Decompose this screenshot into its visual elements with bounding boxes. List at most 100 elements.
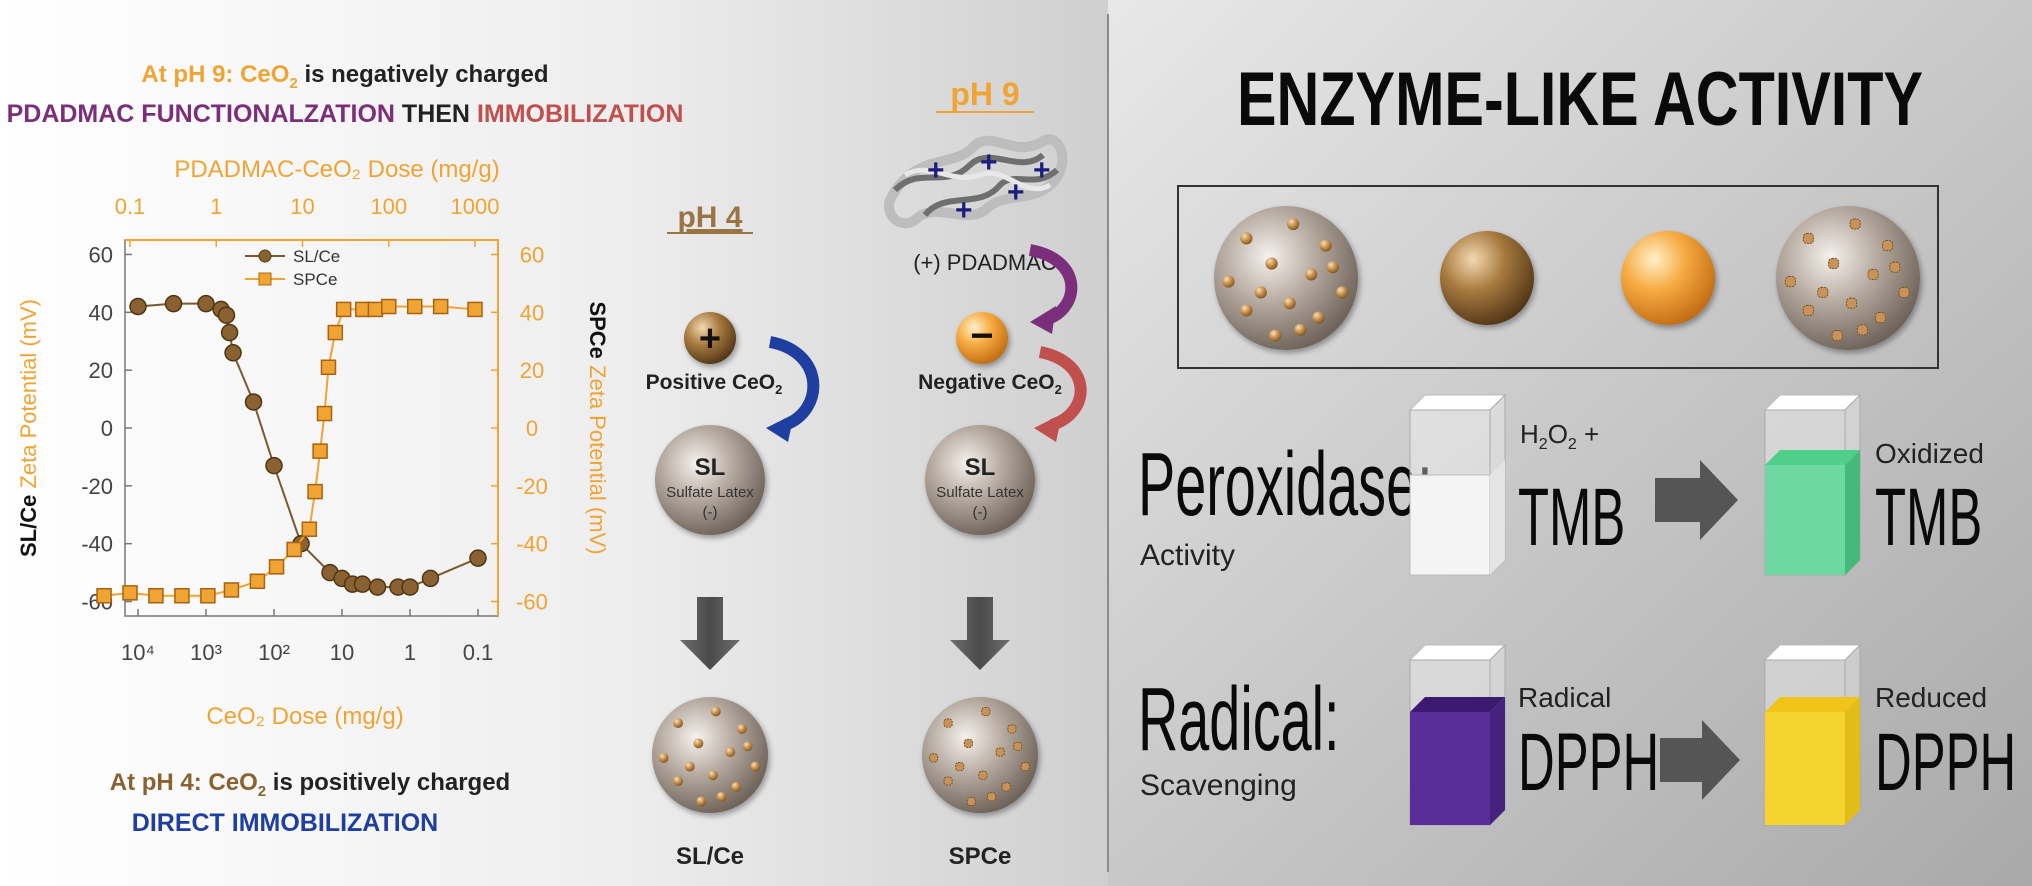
ceo2-nanoparticle	[1326, 261, 1339, 274]
minus-sign: −	[970, 314, 993, 358]
cuvette-liquid-side	[1490, 460, 1505, 575]
polymer-plus-5: +	[1007, 176, 1025, 209]
left-axis-label: SL/Ce Zeta Potential (mV)	[16, 299, 41, 557]
spce-point	[381, 298, 397, 315]
top-caption: At pH 9: CeO2 is negatively charged	[141, 61, 548, 92]
peroxidase-arrow	[1655, 460, 1738, 540]
left-tick-label: -20	[81, 474, 113, 499]
radical-title: Radical:	[1138, 668, 1340, 769]
pdadmac-ceo2-nanoparticle	[929, 753, 939, 763]
pdadmac-polymer: + + + + +	[884, 134, 1068, 229]
top-axis-ticks: 0.1 1 10 100 1000	[115, 194, 500, 247]
spce-label: SPCe	[949, 843, 1012, 870]
ceo2-nanoparticle	[658, 752, 669, 763]
pdadmac-ceo2-nanoparticle	[1882, 240, 1894, 252]
bottom-tick-label: 1	[404, 640, 416, 665]
bottom-tick-label: 10	[330, 640, 354, 665]
ceo2-nanoparticle	[725, 747, 736, 758]
pdadmac-ceo2-nanoparticle	[943, 718, 953, 728]
pdadmac-ceo2-nanoparticle	[1849, 218, 1861, 230]
product-tmb: TMB	[1875, 472, 1982, 563]
polymer-strand-light	[884, 134, 1068, 229]
right-tick-label: -60	[516, 590, 548, 615]
bottom-caption-2: DIRECT IMMOBILIZATION	[132, 809, 438, 837]
legend: SL/Ce SPCe	[245, 247, 340, 289]
polymer-plus-1: +	[927, 154, 945, 187]
spce-point	[223, 582, 240, 598]
peroxidase-title: Peroxidase:	[1138, 433, 1433, 534]
right-axis-label: SPCe Zeta Potential (mV)	[585, 301, 610, 554]
ceo2-nanoparticle	[710, 706, 721, 717]
top-tick-label: 1	[210, 194, 222, 219]
right-axis-ticks: 60 40 20 0 -20 -40 -60	[491, 242, 548, 615]
sphere-title: SL	[965, 454, 996, 481]
zeta-potential-chart: PDADMAC-CeO₂ Dose (mg/g) 0.1 1 10 100 1000 6…	[16, 156, 610, 730]
legend-label-slce: SL/Ce	[293, 247, 340, 266]
particle-core	[922, 697, 1038, 813]
cuvette-dpph-yellow	[1763, 643, 1862, 827]
pdadmac-ceo2-nanoparticle	[1874, 312, 1886, 324]
ceo2-nanoparticle	[1336, 286, 1349, 299]
particle-core	[1214, 206, 1358, 350]
ceo2-nanoparticle	[731, 781, 742, 792]
pdadmac-ceo2-nanoparticle	[1013, 741, 1023, 751]
cuvette-liquid-side	[1490, 697, 1505, 825]
slce-point	[197, 294, 215, 313]
spce-particle	[922, 697, 1038, 813]
box-ball-orange	[1621, 231, 1715, 325]
cuvette-dpph-violet	[1408, 643, 1507, 827]
spce-point	[320, 359, 337, 376]
spce-point	[316, 405, 333, 422]
ceo2-nanoparticle	[1319, 239, 1332, 252]
pdadmac-ceo2-nanoparticle	[963, 738, 973, 748]
positive-arrow	[768, 336, 820, 431]
product-oxidized: Oxidized	[1875, 438, 1984, 469]
polymer-plus-4: +	[955, 194, 973, 227]
spce-point	[200, 588, 216, 604]
spce-point	[301, 521, 318, 537]
top-axis-label: PDADMAC-CeO₂ Dose (mg/g)	[174, 156, 499, 183]
pdadmac-ceo2-nanoparticle	[1828, 258, 1840, 270]
ceo2-nanoparticle	[696, 796, 707, 807]
top-tick-label: 0.1	[115, 194, 146, 219]
bottom-tick-label: 0.1	[463, 640, 494, 665]
peroxidase-subtitle: Activity	[1140, 539, 1235, 572]
bottom-tick-label: 10⁴	[121, 640, 155, 665]
pdadmac-ceo2-nanoparticle	[955, 762, 965, 772]
pdadmac-ceo2-nanoparticle	[1802, 232, 1814, 244]
box-particle-spce	[1776, 206, 1920, 350]
product-dpph: DPPH	[1875, 717, 2016, 808]
pdadmac-ceo2-nanoparticle	[1867, 268, 1879, 280]
sphere-subtitle: Sulfate Latex	[936, 484, 1024, 501]
top-tick-label: 1000	[451, 194, 500, 219]
negative-ceo2-ball	[956, 312, 1008, 364]
ceo2-nanoparticle	[1294, 323, 1307, 336]
cuvette-liquid-top	[1765, 450, 1860, 465]
spce-point	[148, 588, 164, 604]
pdadmac-ceo2-nanoparticle	[1889, 261, 1901, 273]
ceo2-nanoparticle	[716, 791, 727, 802]
ceo2-nanoparticle	[684, 761, 695, 772]
ceo2-nanoparticle	[742, 741, 753, 752]
left-background	[0, 0, 1108, 886]
slce-point	[469, 549, 487, 567]
pdadmac-ceo2-nanoparticle	[1784, 276, 1796, 288]
positive-arrowhead	[766, 414, 794, 442]
negative-ceo2-label: Negative CeO2	[918, 371, 1062, 397]
pdadmac-ceo2-nanoparticle	[1007, 724, 1017, 734]
right-tick-label: 40	[520, 300, 544, 325]
cuvette-cap	[1408, 644, 1507, 661]
ceo2-nanoparticle	[1240, 304, 1253, 317]
legend-label-spce: SPCe	[293, 270, 337, 289]
cuvette-liquid-top	[1765, 697, 1860, 712]
spce-point	[335, 301, 352, 318]
reagent-radical: Radical	[1518, 682, 1611, 713]
ph9-label: pH 9	[950, 76, 1019, 112]
pdadmac-ceo2-nanoparticle	[987, 792, 997, 802]
spce-point	[327, 324, 344, 341]
ceo2-nanoparticle	[693, 738, 704, 749]
right-tick-label: 0	[526, 416, 538, 441]
pdadmac-ceo2-nanoparticle	[1898, 286, 1910, 298]
pdadmac-ceo2-nanoparticle	[1802, 304, 1814, 316]
